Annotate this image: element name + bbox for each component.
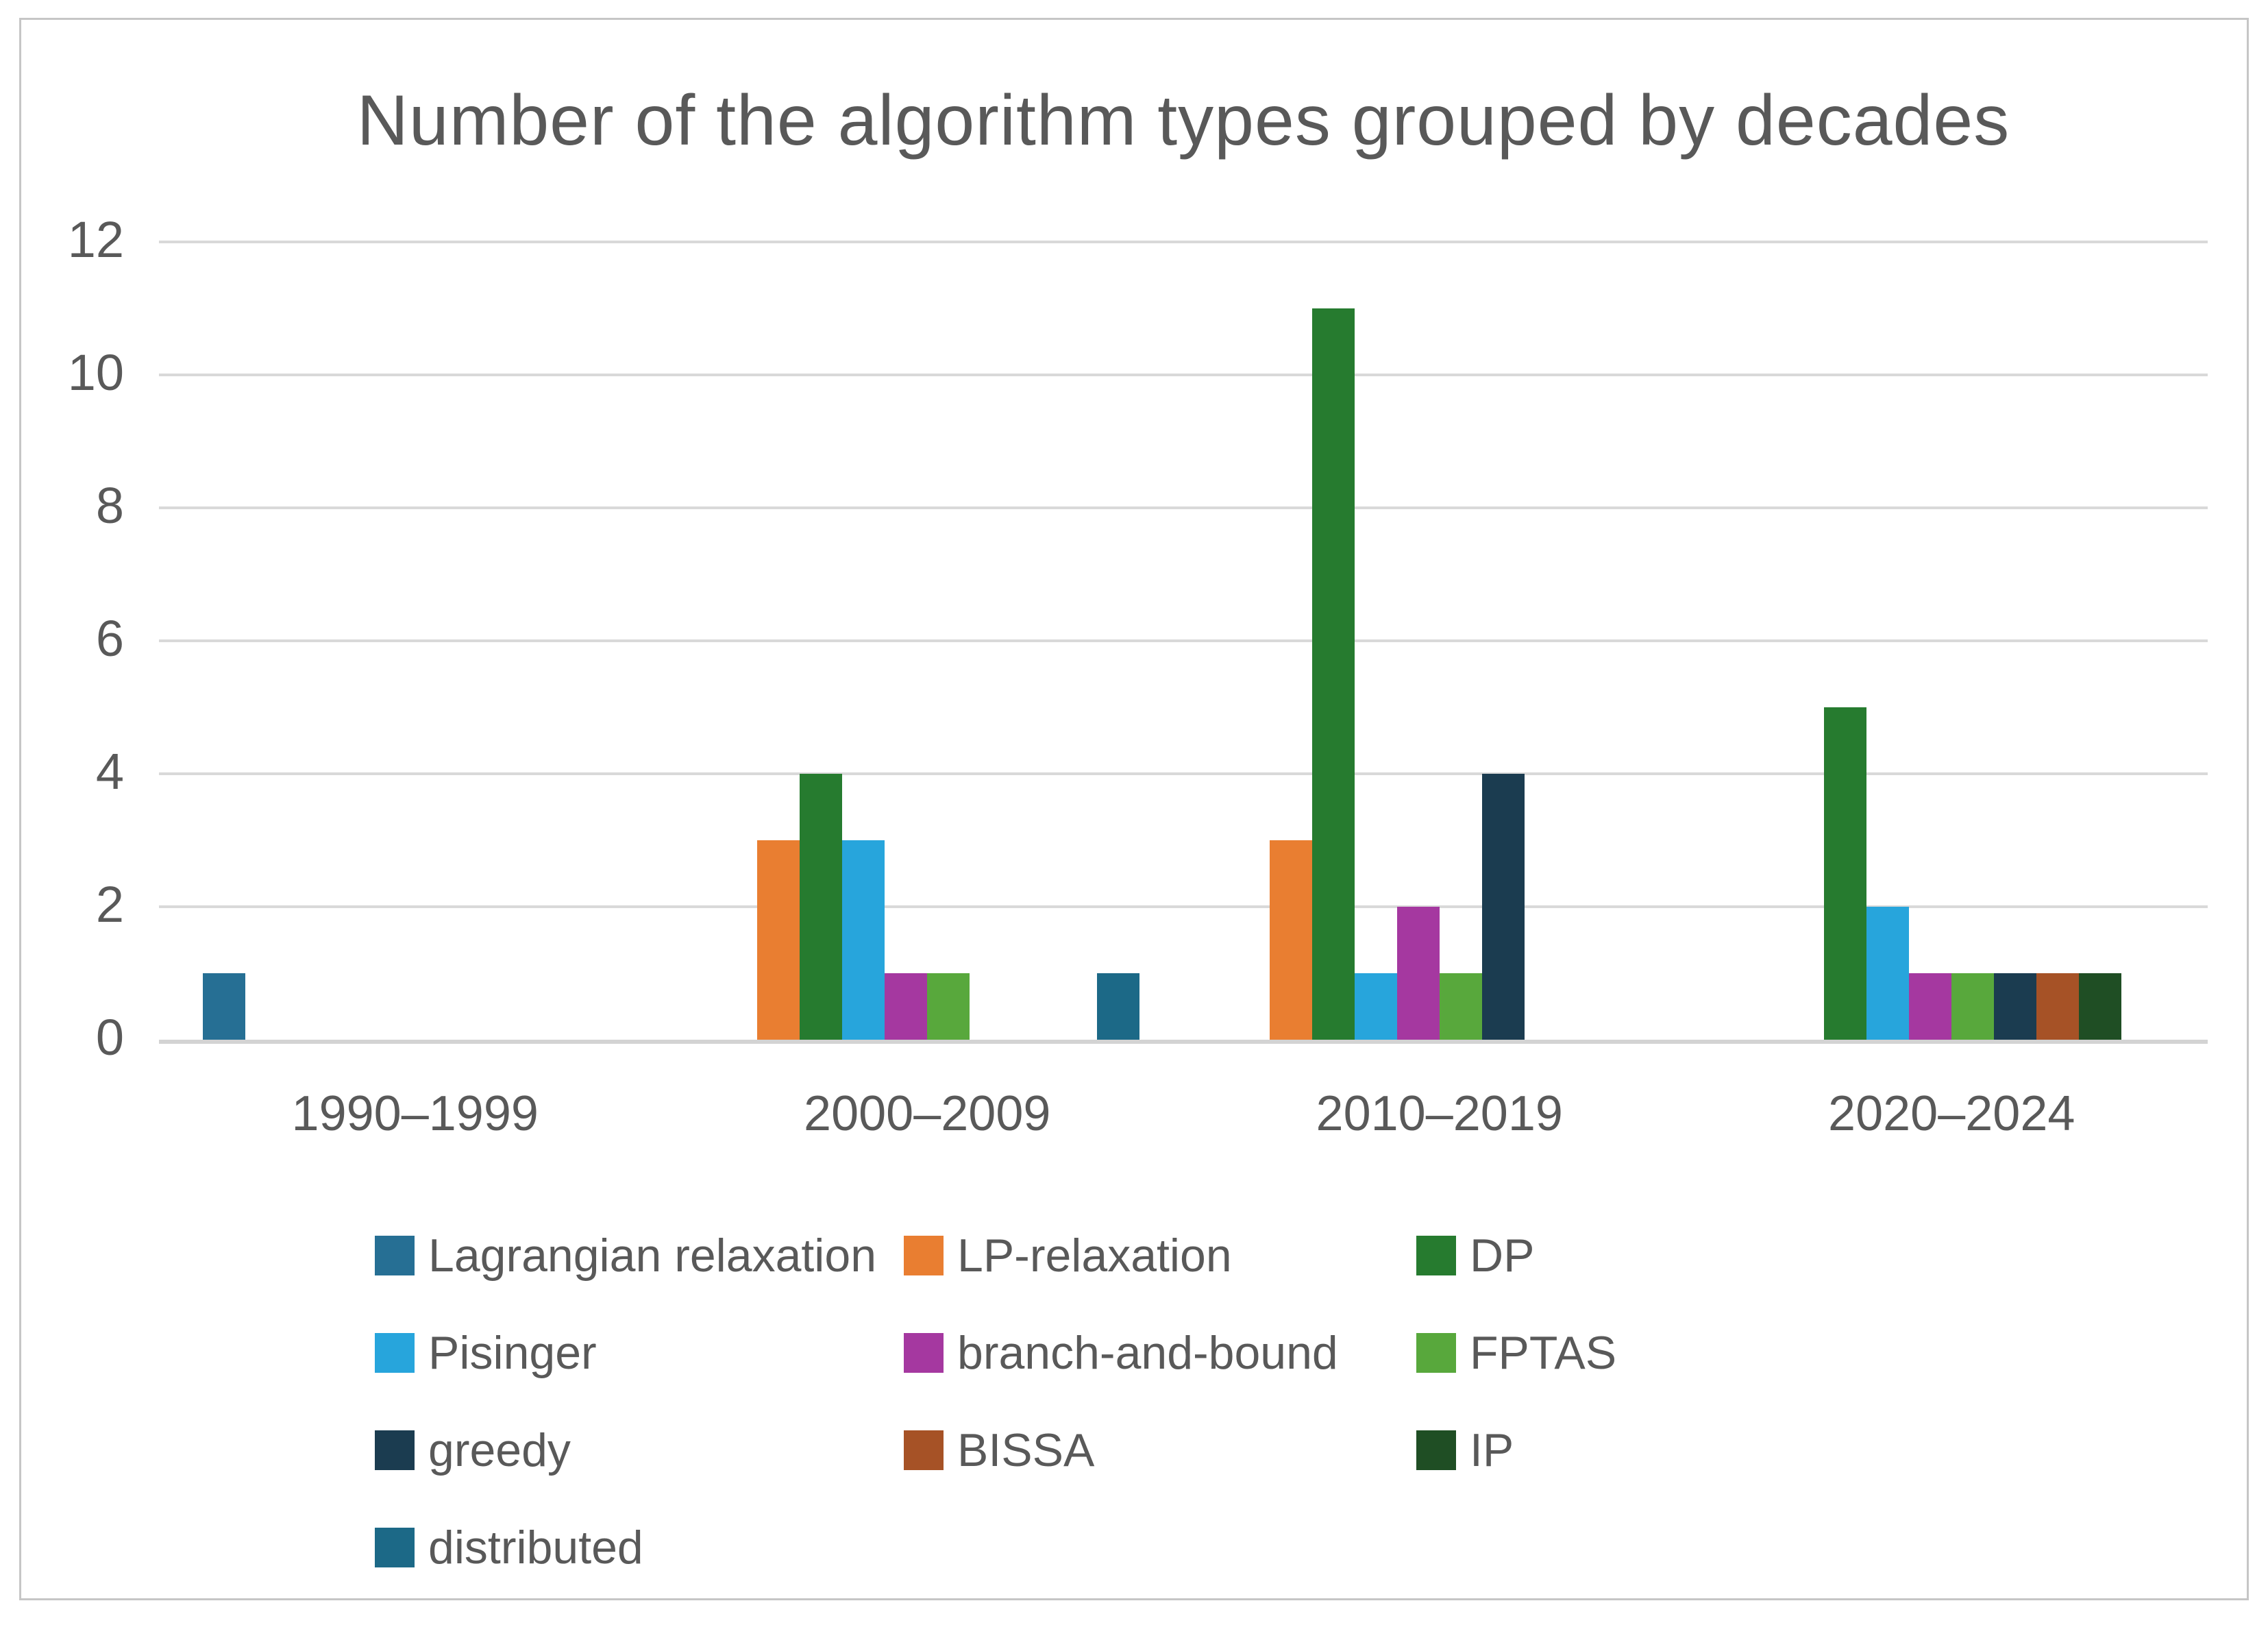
bar-dp-2020-2024 — [1824, 707, 1867, 1040]
bar-pisinger-2020-2024 — [1866, 907, 1910, 1040]
bar-lp-relaxation-2010-2019 — [1269, 840, 1312, 1040]
legend-item-greedy: greedy — [375, 1422, 904, 1478]
bar-fptas-2000-2009 — [927, 973, 970, 1040]
y-tick-label-8: 8 — [95, 477, 124, 535]
plot-area — [159, 241, 2208, 1044]
y-tick-label-2: 2 — [95, 876, 124, 933]
legend-swatch-lp-relaxation — [904, 1236, 944, 1275]
y-tick-label-4: 4 — [95, 743, 124, 801]
legend-swatch-lagrangian-relaxation — [375, 1236, 415, 1275]
legend-label-pisinger: Pisinger — [428, 1327, 597, 1379]
legend-item-lagrangian-relaxation: Lagrangian relaxation — [375, 1227, 904, 1284]
legend-item-ip: IP — [1416, 1422, 1800, 1478]
y-tick-label-6: 6 — [95, 610, 124, 668]
chart-title: Number of the algorithm types grouped by… — [356, 81, 2010, 160]
legend-label-lp-relaxation: LP-relaxation — [957, 1230, 1232, 1282]
legend-swatch-dp — [1416, 1236, 1456, 1275]
legend-label-bissa: BISSA — [957, 1424, 1095, 1476]
bar-branch-and-bound-2000-2009 — [885, 973, 928, 1040]
bar-branch-and-bound-2020-2024 — [1909, 973, 1952, 1040]
y-tick-label-0: 0 — [95, 1009, 124, 1066]
legend-item-pisinger: Pisinger — [375, 1325, 904, 1381]
bar-pisinger-2000-2009 — [842, 840, 885, 1040]
legend: Lagrangian relaxation LP-relaxation DP Pisi… — [375, 1227, 1800, 1576]
x-label-2000-2009: 2000–2009 — [804, 1086, 1051, 1141]
legend-swatch-bissa — [904, 1430, 944, 1470]
gridline-12 — [159, 241, 2208, 243]
legend-item-distributed: distributed — [375, 1519, 904, 1576]
gridline-2 — [159, 905, 2208, 908]
legend-swatch-distributed — [375, 1528, 415, 1567]
bar-bissa-2020-2024 — [2036, 973, 2080, 1040]
x-label-2020-2024: 2020–2024 — [1828, 1086, 2075, 1141]
gridline-8 — [159, 506, 2208, 509]
legend-swatch-branch-and-bound — [904, 1333, 944, 1373]
legend-item-lp-relaxation: LP-relaxation — [904, 1227, 1416, 1284]
legend-swatch-ip — [1416, 1430, 1456, 1470]
legend-item-branch-and-bound: branch-and-bound — [904, 1325, 1416, 1381]
x-label-2010-2019: 2010–2019 — [1316, 1086, 1563, 1141]
legend-item-dp: DP — [1416, 1227, 1800, 1284]
legend-swatch-pisinger — [375, 1333, 415, 1373]
legend-label-distributed: distributed — [428, 1522, 643, 1574]
legend-label-ip: IP — [1470, 1424, 1514, 1476]
legend-swatch-fptas — [1416, 1333, 1456, 1373]
x-label-1990-1999: 1990–1999 — [291, 1086, 539, 1141]
bar-lp-relaxation-2000-2009 — [757, 840, 800, 1040]
bar-branch-and-bound-2010-2019 — [1396, 907, 1440, 1040]
legend-label-dp: DP — [1470, 1230, 1535, 1282]
gridline-10 — [159, 374, 2208, 376]
x-axis-line — [159, 1040, 2208, 1044]
gridline-6 — [159, 639, 2208, 642]
chart-frame: Number of the algorithm types grouped by… — [19, 18, 2249, 1600]
legend-label-branch-and-bound: branch-and-bound — [957, 1327, 1338, 1379]
bar-dp-2000-2009 — [800, 774, 843, 1040]
gridline-4 — [159, 772, 2208, 775]
legend-item-bissa: BISSA — [904, 1422, 1416, 1478]
bar-greedy-2010-2019 — [1481, 774, 1525, 1040]
y-tick-label-12: 12 — [67, 211, 124, 269]
legend-label-greedy: greedy — [428, 1424, 571, 1476]
bar-fptas-2020-2024 — [1951, 973, 1995, 1040]
legend-label-lagrangian-relaxation: Lagrangian relaxation — [428, 1230, 877, 1282]
bar-lagrangian-relaxation-1990-1999 — [202, 973, 245, 1040]
bar-pisinger-2010-2019 — [1354, 973, 1397, 1040]
legend-swatch-greedy — [375, 1430, 415, 1470]
y-tick-label-10: 10 — [67, 344, 124, 402]
bar-greedy-2020-2024 — [1994, 973, 2037, 1040]
legend-label-fptas: FPTAS — [1470, 1327, 1617, 1379]
bar-distributed-2000-2009 — [1097, 973, 1140, 1040]
legend-item-fptas: FPTAS — [1416, 1325, 1800, 1381]
bar-dp-2010-2019 — [1311, 308, 1355, 1040]
bar-ip-2020-2024 — [2079, 973, 2122, 1040]
bar-fptas-2010-2019 — [1439, 973, 1482, 1040]
